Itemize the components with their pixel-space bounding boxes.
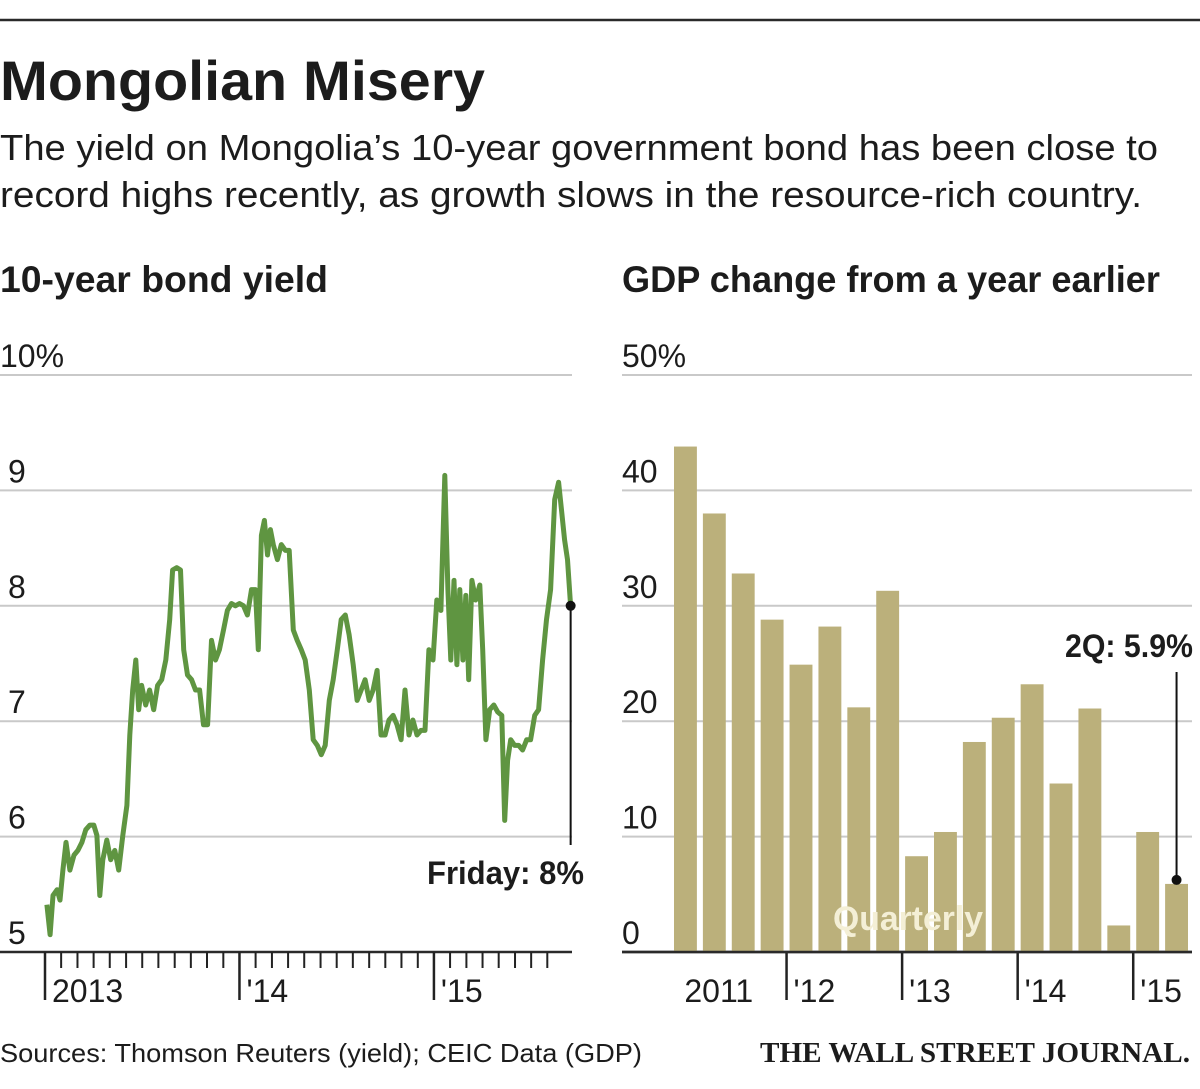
y-tick-label: 50% [622, 338, 686, 374]
bar [905, 856, 928, 952]
chart-title: 10-year bond yield [0, 259, 328, 300]
x-tick-label: '15 [1140, 973, 1182, 1009]
value-label: 2Q: 5.9% [1065, 628, 1193, 664]
bar [731, 573, 755, 952]
y-tick-label: 9 [8, 453, 26, 489]
y-tick-label: 20 [622, 684, 658, 720]
bar [1136, 831, 1160, 952]
x-tick-label: 2011 [684, 973, 753, 1009]
y-tick-label: 7 [8, 684, 26, 720]
annotation-dot [565, 600, 576, 611]
bar [1020, 684, 1044, 952]
bar [991, 717, 1015, 952]
source: Sources: Thomson Reuters (yield); CEIC D… [0, 1038, 642, 1068]
bar [760, 619, 784, 952]
y-tick-label: 30 [622, 569, 658, 605]
bar [1165, 883, 1188, 952]
y-tick-label: 40 [622, 453, 658, 489]
annotation-dot [1171, 874, 1182, 885]
bar [876, 590, 900, 952]
y-tick-label: 8 [8, 569, 26, 605]
x-tick-label: '12 [794, 973, 836, 1009]
bar [1049, 783, 1073, 952]
bar [1078, 708, 1102, 952]
bar [1107, 925, 1131, 952]
line [44, 472, 574, 938]
bar [789, 664, 813, 952]
x-tick-label: 2013 [52, 973, 123, 1009]
y-tick-label: 5 [8, 915, 26, 951]
bar [934, 831, 957, 952]
y-tick-label: 0 [622, 915, 640, 951]
bar [818, 626, 842, 952]
bar [847, 707, 871, 952]
title: Mongolian Misery [0, 49, 485, 112]
bar [702, 513, 726, 952]
y-tick-label: 6 [8, 800, 26, 836]
chart-title: GDP change from a year earlier [622, 259, 1160, 300]
x-tick-label: '13 [909, 973, 951, 1009]
y-tick-label: 10 [622, 800, 658, 836]
subtitle: The yield on Mongolia’s 10-year governme… [0, 127, 1158, 168]
bar [674, 446, 697, 952]
y-tick-label: 10% [0, 338, 64, 374]
x-tick-label: '14 [246, 973, 288, 1009]
x-tick-label: '15 [441, 973, 483, 1009]
note: Quarterly [833, 900, 983, 938]
publisher-logo: THE WALL STREET JOURNAL. [760, 1038, 1190, 1069]
bar [962, 741, 986, 952]
annotation: Friday: 8% [427, 855, 584, 891]
x-tick-label: '14 [1025, 973, 1067, 1009]
subtitle: record highs recently, as growth slows i… [0, 174, 1142, 215]
